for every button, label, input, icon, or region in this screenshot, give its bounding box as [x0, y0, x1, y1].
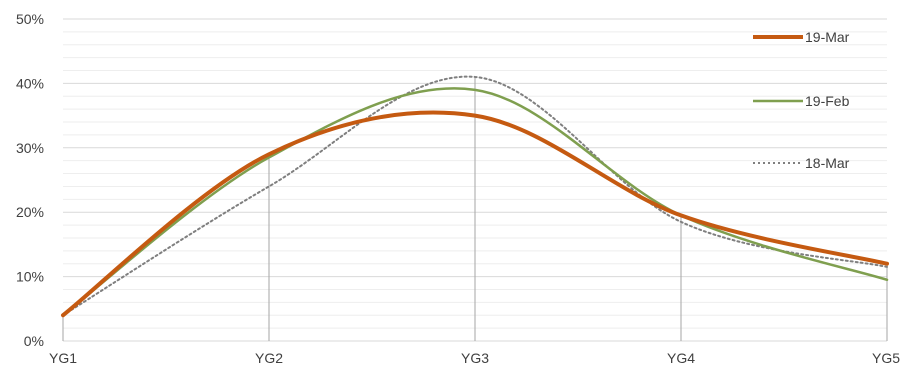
y-tick-label: 0% — [24, 333, 44, 349]
legend-label: 19-Mar — [805, 29, 850, 45]
series-line-19-Feb — [61, 87, 889, 317]
y-tick-label: 40% — [16, 75, 44, 91]
x-tick-label: YG4 — [667, 350, 695, 366]
y-tick-label: 30% — [16, 140, 44, 156]
x-tick-label: YG5 — [872, 350, 900, 366]
x-axis-ticks: YG1 YG2 YG3 YG4 YG5 — [49, 350, 900, 366]
y-tick-label: 20% — [16, 204, 44, 220]
series-lines — [61, 75, 889, 318]
series-line-18-Mar — [62, 75, 888, 317]
x-tick-label: YG3 — [461, 350, 489, 366]
x-tick-label: YG1 — [49, 350, 77, 366]
drop-lines — [62, 76, 888, 341]
legend: 19-Mar 19-Feb 18-Mar — [753, 29, 850, 171]
legend-label: 18-Mar — [805, 155, 850, 171]
legend-label: 19-Feb — [805, 93, 850, 109]
series-line-19-Mar — [61, 110, 889, 318]
y-tick-label: 50% — [16, 11, 44, 27]
x-tick-label: YG2 — [255, 350, 283, 366]
y-axis-ticks: 0% 10% 20% 30% 40% 50% — [16, 11, 44, 349]
y-tick-label: 10% — [16, 269, 44, 285]
